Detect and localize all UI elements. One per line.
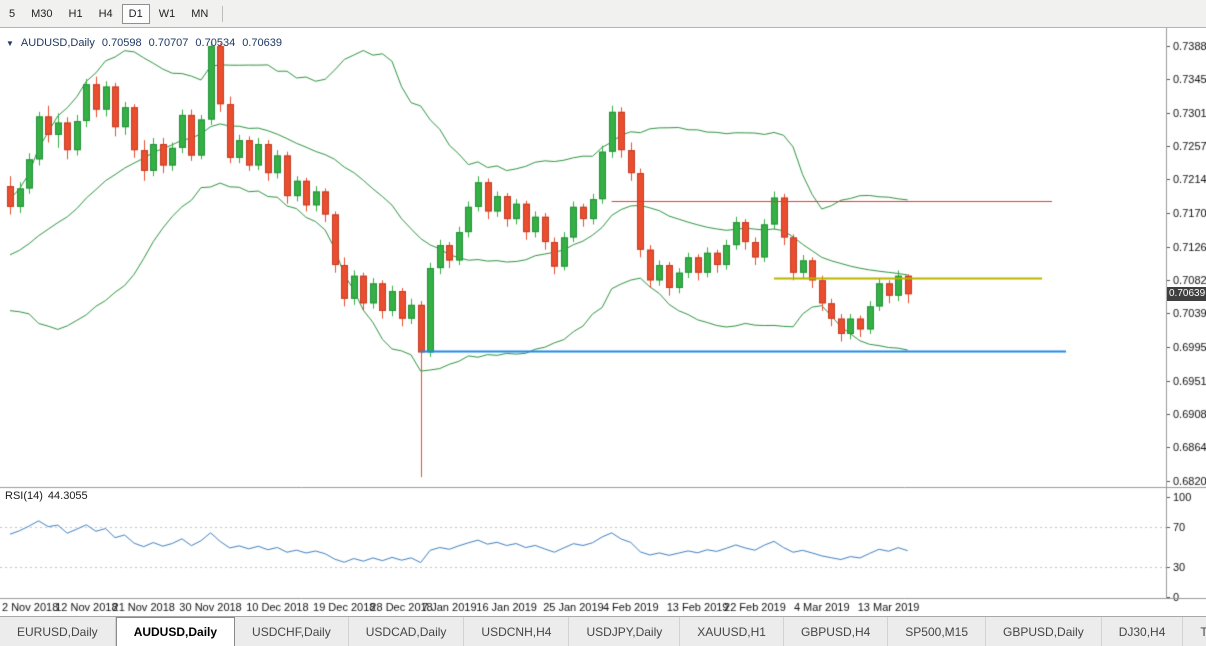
ohlc-high-value: 0.70707 <box>148 37 189 49</box>
tab-usdcnh-h4[interactable]: USDCNH,H4 <box>464 617 570 646</box>
rsi-indicator-value: 44.3055 <box>47 490 88 502</box>
timeframe-button-w1[interactable]: W1 <box>158 7 176 20</box>
toolbar-separator <box>222 5 224 22</box>
timeframe-button-h1[interactable]: H1 <box>68 7 83 20</box>
timeframe-button-5[interactable]: 5 <box>9 7 16 20</box>
chart-dropdown-icon[interactable]: ▼ <box>6 38 14 48</box>
current-price-badge: 0.70639 <box>1167 287 1206 301</box>
tab-audusd-daily[interactable]: AUDUSD,Daily <box>115 617 236 646</box>
chart-region: ▼ AUDUSD,Daily 0.70598 0.70707 0.70534 0… <box>0 28 1206 616</box>
tab-gbpusd-daily[interactable]: GBPUSD,Daily <box>986 617 1102 646</box>
timeframe-button-m30[interactable]: M30 <box>31 7 53 20</box>
tab-usdchf-daily[interactable]: USDCHF,Daily <box>235 617 349 646</box>
tab-sp500-m15[interactable]: SP500,M15 <box>888 617 987 646</box>
chart-tabs-bar: EURUSD,Daily AUDUSD,Daily USDCHF,Daily USDC… <box>0 616 1206 646</box>
tab-eurusd-daily[interactable]: EURUSD,Daily <box>0 617 116 646</box>
chart-header: ▼ AUDUSD,Daily 0.70598 0.70707 0.70534 0… <box>6 37 282 49</box>
rsi-indicator-name: RSI(14) <box>5 490 43 502</box>
timeframe-button-h4[interactable]: H4 <box>98 7 113 20</box>
timeframe-toolbar: 5 M30 H1 H4 D1 W1 MN <box>0 0 1206 28</box>
ohlc-low-value: 0.70534 <box>195 37 236 49</box>
tab-xauusd-h1[interactable]: XAUUSD,H1 <box>680 617 784 646</box>
rsi-indicator-label: RSI(14) 44.3055 <box>5 490 88 502</box>
tab-gbpusd-h4[interactable]: GBPUSD,H4 <box>784 617 889 646</box>
tab-usdcad-daily[interactable]: USDCAD,Daily <box>349 617 465 646</box>
tab-tech100-h1[interactable]: TECH100,H1 <box>1183 617 1206 646</box>
timeframe-button-d1[interactable]: D1 <box>121 3 150 24</box>
ohlc-close-value: 0.70639 <box>242 37 282 49</box>
price-chart-canvas[interactable] <box>0 28 1206 616</box>
timeframe-button-mn[interactable]: MN <box>191 7 209 20</box>
ohlc-open-value: 0.70598 <box>101 37 142 49</box>
tab-usdjpy-daily[interactable]: USDJPY,Daily <box>569 617 681 646</box>
chart-symbol-label: AUDUSD,Daily <box>20 37 95 49</box>
tab-dj30-h4[interactable]: DJ30,H4 <box>1102 617 1184 646</box>
